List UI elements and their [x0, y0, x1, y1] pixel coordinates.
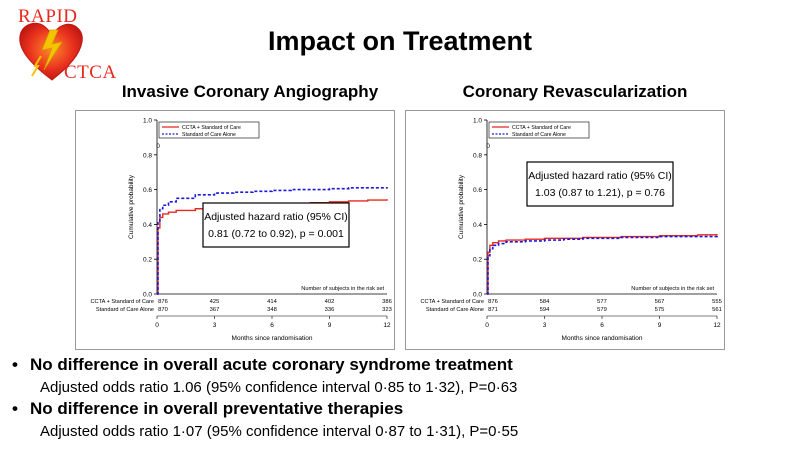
x-tick-label: 3	[213, 322, 217, 329]
y-tick-label: 1.0	[473, 118, 482, 125]
risk-row-label: Standard of Care Alone	[426, 307, 484, 313]
bullet-subtext: Adjusted odds ratio 1.06 (95% confidence…	[40, 379, 518, 396]
bullet-text: No difference in overall acute coronary …	[30, 355, 513, 374]
x-axis-label: Months since randomisation	[562, 335, 643, 342]
x-tick-label: 0	[155, 322, 159, 329]
risk-value: 425	[210, 299, 220, 305]
annotation-box	[526, 161, 674, 207]
bullet-item: • No difference in overall acute coronar…	[10, 355, 790, 375]
x-tick-label: 9	[328, 322, 332, 329]
km-plot: 0.0 0.2 0.4 0.6 0.8 1.0 Cumulative probability…	[75, 110, 395, 350]
y-tick-label: 0.6	[143, 187, 152, 194]
risk-value: 336	[325, 307, 335, 313]
logo-text-rapid: RAPID	[18, 6, 78, 27]
risk-value: 323	[382, 307, 392, 313]
y-axis-label: Cumulative probability	[458, 174, 465, 239]
bullet-text: No difference in overall preventative th…	[30, 399, 404, 418]
risk-value: 575	[655, 307, 665, 313]
top-x-tick-label: 0	[156, 143, 160, 150]
risk-value: 870	[158, 307, 168, 313]
series-line	[487, 233, 718, 295]
legend-label: CCTA + Standard of Care	[182, 125, 241, 131]
y-tick-label: 0.2	[473, 257, 482, 264]
risk-table-title: Number of subjects in the risk set	[631, 286, 714, 292]
heart-lightning-icon	[19, 22, 83, 81]
y-tick-label: 0.6	[473, 187, 482, 194]
risk-value: 579	[597, 307, 607, 313]
risk-value: 584	[540, 299, 550, 305]
x-tick-label: 3	[543, 322, 547, 329]
bullet-subtext: Adjusted odds ratio 1·07 (95% confidence…	[40, 423, 519, 440]
top-x-tick-label: 0	[486, 143, 490, 150]
series-line	[487, 235, 718, 295]
risk-row-label: CCTA + Standard of Care	[421, 299, 484, 305]
risk-value: 561	[712, 307, 722, 313]
legend-box	[158, 121, 260, 139]
x-tick-label: 9	[658, 322, 662, 329]
risk-value: 594	[540, 307, 550, 313]
risk-value: 367	[210, 307, 220, 313]
risk-value: 386	[382, 299, 392, 305]
legend-label: Standard of Care Alone	[182, 132, 236, 138]
risk-value: 348	[267, 307, 277, 313]
series-line	[157, 186, 388, 295]
y-tick-label: 0.8	[143, 152, 152, 159]
x-tick-label: 12	[713, 322, 721, 329]
y-tick-label: 0.0	[143, 292, 152, 299]
risk-value: 414	[267, 299, 277, 305]
bullet-dot-icon: •	[12, 355, 18, 374]
annotation-line1: Adjusted hazard ratio (95% CI)	[528, 170, 672, 182]
risk-value: 555	[712, 299, 722, 305]
risk-value: 871	[488, 307, 498, 313]
bullet-list: • No difference in overall acute coronar…	[10, 352, 790, 440]
risk-value: 402	[325, 299, 335, 305]
y-tick-label: 0.2	[143, 257, 152, 264]
risk-value: 876	[158, 299, 168, 305]
x-tick-label: 12	[383, 322, 391, 329]
y-tick-label: 0.4	[143, 222, 152, 229]
legend-box	[488, 121, 590, 139]
chart-revascularization: 0.0 0.2 0.4 0.6 0.8 1.0 Cumulative probability…	[405, 110, 725, 350]
logo-text-ctca: CTCA	[64, 62, 117, 83]
rapid-ctca-logo: RAPID CTCA	[8, 4, 118, 88]
bullet-dot-icon: •	[12, 399, 18, 418]
panel-heading-revascularization: Coronary Revascularization	[462, 82, 688, 101]
y-tick-label: 1.0	[143, 118, 152, 125]
y-tick-label: 0.4	[473, 222, 482, 229]
legend-label: CCTA + Standard of Care	[512, 125, 571, 131]
hazard-ratio-annotation: Adjusted hazard ratio (95% CI) 0.81 (0.72…	[202, 202, 350, 248]
y-tick-label: 0.0	[473, 292, 482, 299]
x-tick-label: 6	[270, 322, 274, 329]
risk-row-label: CCTA + Standard of Care	[91, 299, 154, 305]
risk-value: 876	[488, 299, 498, 305]
risk-row-label: Standard of Care Alone	[96, 307, 154, 313]
annotation-line2: 1.03 (0.87 to 1.21), p = 0.76	[535, 187, 665, 199]
risk-value: 567	[655, 299, 665, 305]
x-tick-label: 6	[600, 322, 604, 329]
x-tick-label: 0	[485, 322, 489, 329]
risk-table-title: Number of subjects in the risk set	[301, 286, 384, 292]
y-tick-label: 0.8	[473, 152, 482, 159]
y-axis-label: Cumulative probability	[128, 174, 135, 239]
km-plot: 0.0 0.2 0.4 0.6 0.8 1.0 Cumulative probability…	[405, 110, 725, 350]
hazard-ratio-annotation: Adjusted hazard ratio (95% CI) 1.03 (0.87…	[526, 161, 674, 207]
chart-angiography: 0.0 0.2 0.4 0.6 0.8 1.0 Cumulative probability…	[75, 110, 395, 350]
panel-heading-angiography: Invasive Coronary Angiography	[121, 82, 379, 101]
x-axis-label: Months since randomisation	[232, 335, 313, 342]
page-title: Impact on Treatment	[267, 26, 533, 56]
chart-frame	[405, 110, 725, 350]
annotation-box	[202, 202, 350, 248]
annotation-line2: 0.81 (0.72 to 0.92), p = 0.001	[208, 228, 344, 240]
annotation-line1: Adjusted hazard ratio (95% CI)	[204, 211, 348, 223]
bullet-item: • No difference in overall preventative …	[10, 399, 790, 419]
legend-label: Standard of Care Alone	[512, 132, 566, 138]
risk-value: 577	[597, 299, 607, 305]
